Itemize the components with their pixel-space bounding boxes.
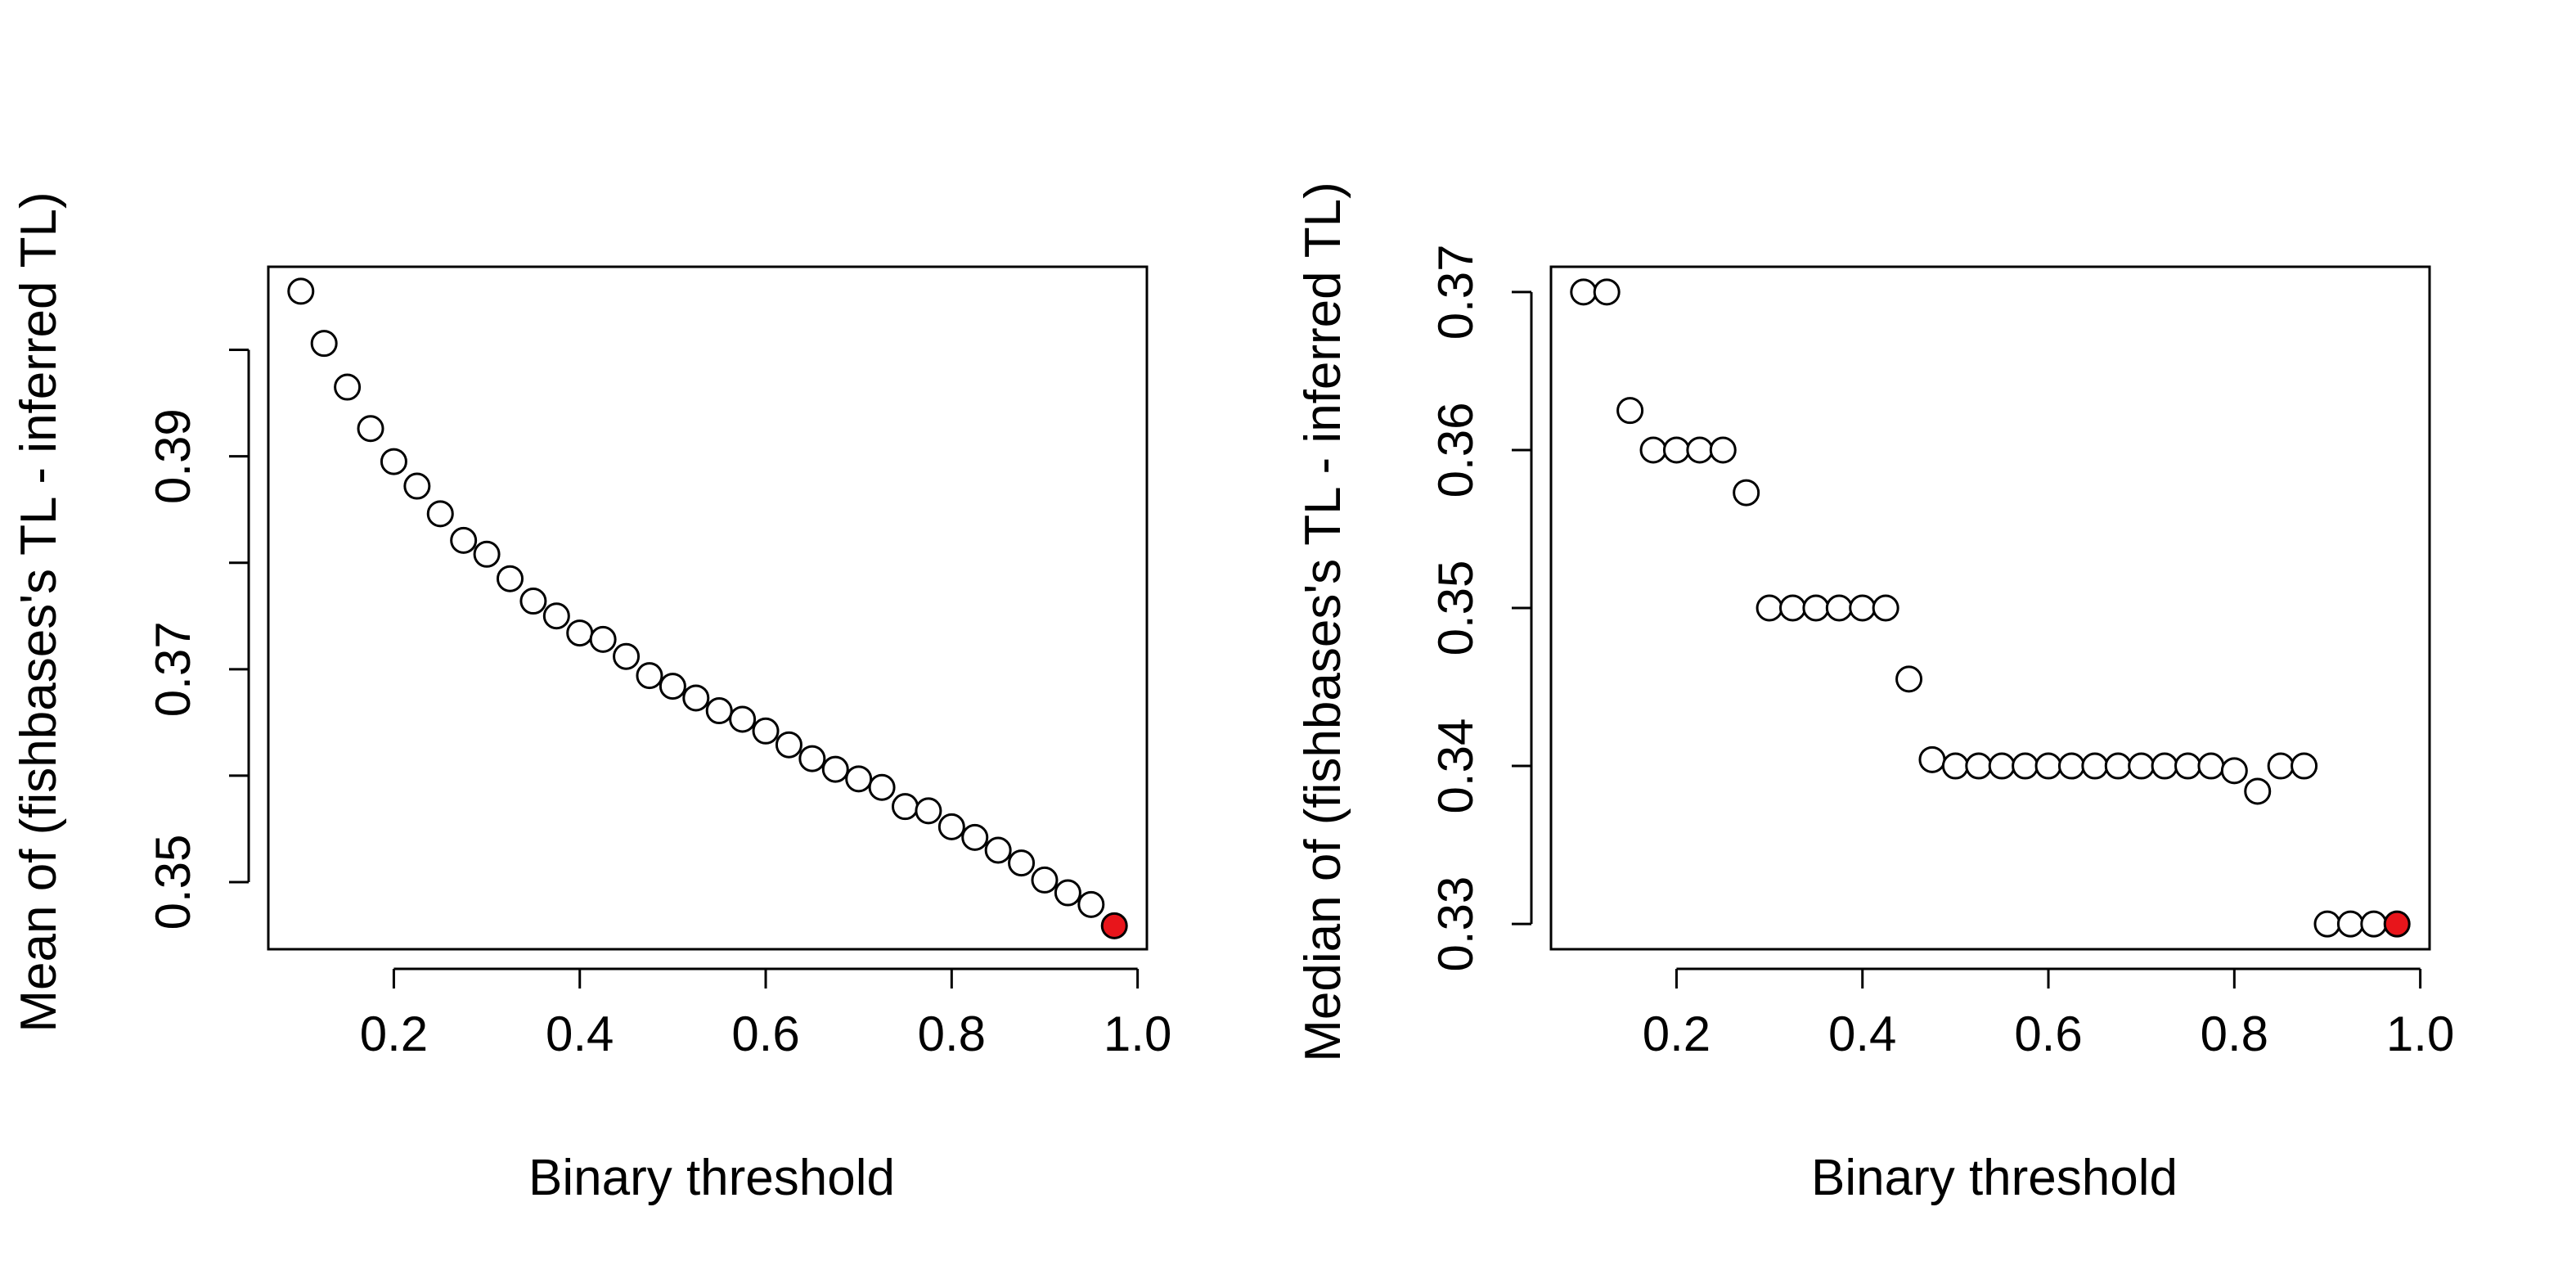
mean-panel-data-point — [961, 823, 989, 851]
mean-panel-data-point — [937, 813, 965, 840]
median-panel-data-point — [1593, 278, 1621, 306]
mean-panel-data-point — [1054, 879, 1081, 907]
median-panel-data-point — [2012, 752, 2039, 780]
mean-panel-data-point — [705, 697, 733, 725]
mean-panel-x-tick-label: 1.0 — [1104, 1007, 1171, 1061]
mean-panel-x-tick-label: 0.6 — [731, 1007, 799, 1061]
median-panel-data-point — [1895, 665, 1923, 693]
median-panel-data-point — [2267, 752, 2295, 780]
median-panel-data-point — [2151, 752, 2178, 780]
mean-panel: Binary threshold Mean of (fishbases's TL… — [11, 191, 1171, 1206]
median-panel-data-point — [1709, 436, 1737, 464]
median-panel-data-point — [1941, 752, 1969, 780]
median-panel-data-point — [1570, 278, 1598, 306]
median-panel-highlight-point — [2383, 910, 2411, 938]
median-panel-data-point — [2336, 910, 2364, 938]
mean-panel-data-point — [775, 731, 802, 759]
mean-panel-data-point — [403, 472, 431, 500]
median-panel-data-point — [1849, 594, 1877, 622]
mean-panel-data-point — [589, 625, 617, 653]
mean-panel-data-point — [1008, 849, 1036, 877]
median-panel-x-tick-label: 0.6 — [2014, 1007, 2082, 1061]
mean-panel-highlight-point — [1100, 912, 1128, 939]
mean-panel-data-point — [542, 602, 570, 630]
median-panel-data-point — [2034, 752, 2062, 780]
median-panel-data-point — [1733, 479, 1760, 507]
mean-panel-x-tick-label: 0.4 — [546, 1007, 614, 1061]
median-panel-x-tick-label: 1.0 — [2386, 1007, 2454, 1061]
mean-panel-data-point — [845, 765, 873, 793]
mean-panel-x-tick-label: 0.2 — [360, 1007, 428, 1061]
median-panel-plot-frame — [1549, 265, 2431, 951]
mean-panel-data-point — [496, 565, 524, 592]
mean-panel-data-point — [868, 773, 896, 801]
mean-panel-data-point — [984, 836, 1012, 864]
mean-panel-data-point — [915, 797, 942, 825]
mean-panel-plot-frame — [267, 265, 1149, 951]
median-panel: Binary threshold Median of (fishbases's … — [1295, 182, 2454, 1206]
mean-panel-data-point — [729, 705, 757, 733]
median-panel-y-tick-label: 0.37 — [1428, 244, 1483, 340]
mean-panel-data-point — [636, 662, 663, 690]
median-panel-data-point — [1965, 752, 1993, 780]
median-panel-y-tick-label: 0.34 — [1428, 718, 1483, 814]
median-panel-data-point — [2197, 752, 2225, 780]
median-panel-data-point — [1686, 436, 1714, 464]
mean-panel-data-point — [310, 330, 338, 358]
median-panel-y-tick-label: 0.35 — [1428, 561, 1483, 656]
mean-panel-data-point — [1077, 890, 1105, 918]
mean-panel-data-point — [682, 684, 710, 712]
median-panel-x-tick-label: 0.8 — [2201, 1007, 2268, 1061]
mean-panel-data-point — [1031, 866, 1059, 894]
median-panel-data-point — [2313, 910, 2341, 938]
mean-panel-y-tick-label: 0.37 — [146, 621, 200, 717]
mean-panel-data-point — [426, 500, 454, 528]
median-panel-data-point — [1639, 436, 1667, 464]
mean-panel-data-point — [659, 673, 686, 700]
median-panel-x-tick-label: 0.4 — [1828, 1007, 1896, 1061]
mean-panel-data-point — [473, 540, 501, 568]
median-panel-data-point — [1802, 594, 1830, 622]
mean-panel-data-point — [821, 755, 849, 783]
mean-panel-data-point — [380, 448, 407, 475]
mean-panel-data-point — [287, 277, 315, 305]
median-panel-data-point — [1825, 594, 1853, 622]
median-panel-x-axis-title: Binary threshold — [1811, 1150, 2178, 1206]
median-panel-data-point — [2174, 752, 2202, 780]
median-panel-data-point — [2104, 752, 2132, 780]
mean-panel-y-axis-title: Mean of (fishbases's TL - inferred TL) — [11, 191, 67, 1032]
mean-panel-data-point — [519, 588, 547, 615]
median-panel-data-point — [2360, 910, 2388, 938]
mean-panel-data-point — [357, 415, 384, 443]
mean-panel-y-tick-label: 0.35 — [146, 835, 200, 930]
median-panel-y-tick-label: 0.33 — [1428, 876, 1483, 972]
median-panel-data-point — [2291, 752, 2318, 780]
median-panel-data-point — [2081, 752, 2109, 780]
mean-panel-x-tick-label: 0.8 — [918, 1007, 986, 1061]
mean-panel-y-tick-label: 0.39 — [146, 408, 200, 504]
median-panel-data-point — [2128, 752, 2156, 780]
median-panel-data-point — [1616, 397, 1644, 425]
mean-panel-data-point — [566, 619, 594, 647]
median-panel-data-point — [2220, 757, 2248, 785]
median-panel-y-tick-label: 0.36 — [1428, 403, 1483, 498]
mean-panel-x-axis-title: Binary threshold — [528, 1150, 895, 1206]
median-panel-data-point — [1988, 752, 2016, 780]
median-panel-y-axis-title: Median of (fishbases's TL - inferred TL) — [1295, 182, 1351, 1062]
median-panel-data-point — [1756, 594, 1783, 622]
mean-panel-data-point — [798, 745, 826, 772]
median-panel-data-point — [2244, 777, 2272, 805]
median-panel-data-point — [2057, 752, 2085, 780]
median-panel-data-point — [1662, 436, 1690, 464]
mean-panel-data-point — [752, 717, 780, 745]
mean-panel-data-point — [334, 373, 362, 401]
mean-panel-data-point — [613, 642, 641, 670]
median-panel-x-tick-label: 0.2 — [1643, 1007, 1711, 1061]
mean-panel-data-point — [892, 793, 919, 821]
median-panel-data-point — [1918, 745, 1946, 773]
mean-panel-data-point — [450, 526, 478, 554]
median-panel-data-point — [1872, 594, 1899, 622]
median-panel-data-point — [1778, 594, 1806, 622]
